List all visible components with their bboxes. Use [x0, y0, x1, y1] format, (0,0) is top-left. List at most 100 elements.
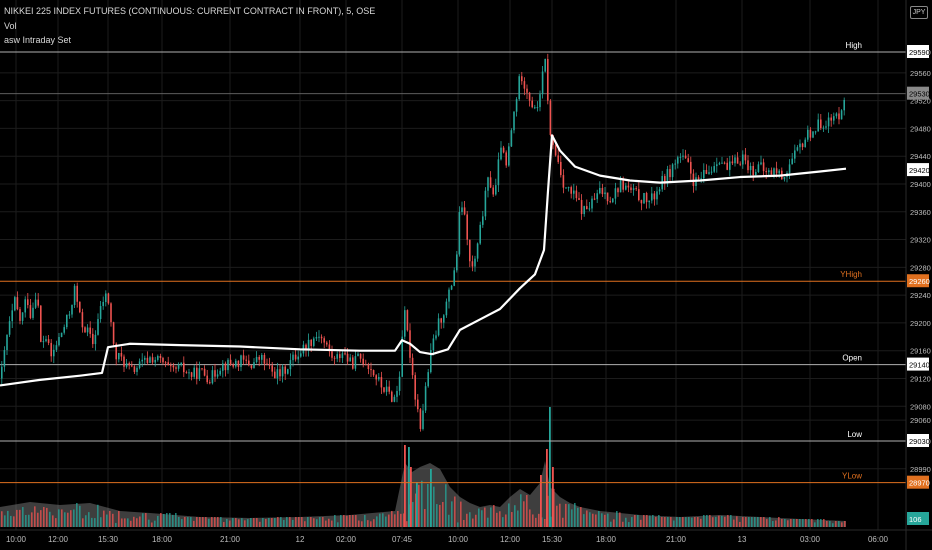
volume-bar: [94, 518, 96, 527]
volume-bar: [433, 486, 435, 527]
candle: [281, 366, 284, 377]
volume-bar: [733, 519, 735, 527]
candle: [476, 243, 479, 259]
candle: [747, 160, 749, 171]
candle: [742, 154, 744, 165]
volume-bar: [607, 513, 609, 527]
price-label-text: 29140: [909, 361, 930, 370]
volume-bar: [559, 503, 561, 527]
volume-bar: [688, 517, 690, 527]
volume-bar: [586, 510, 588, 527]
volume-bar: [313, 518, 315, 527]
candle: [297, 356, 299, 360]
x-tick-label: 02:00: [336, 535, 357, 544]
volume-indicator-label[interactable]: Vol: [4, 21, 17, 31]
candle: [690, 161, 692, 174]
candle: [788, 164, 791, 173]
volume-bar: [721, 515, 723, 527]
candle: [640, 200, 643, 204]
volume-bar: [670, 517, 672, 527]
volume-bar: [751, 517, 753, 527]
candle: [635, 188, 637, 190]
candle: [768, 170, 770, 173]
volume-bar: [667, 517, 669, 527]
candle: [567, 187, 570, 189]
candle: [796, 147, 799, 151]
volume-bar: [625, 517, 627, 527]
volume-bar: [549, 407, 551, 527]
currency-badge[interactable]: JPY: [910, 6, 928, 19]
volume-bar: [460, 501, 462, 527]
volume-bar: [835, 521, 837, 527]
candle: [24, 299, 26, 313]
candle: [770, 170, 773, 175]
candle: [58, 337, 60, 346]
candle: [723, 162, 726, 164]
volume-bar: [817, 519, 819, 527]
candle: [162, 357, 164, 363]
candle: [565, 187, 567, 189]
volume-bar: [196, 517, 198, 527]
x-tick-label: 21:00: [666, 535, 687, 544]
volume-bar: [442, 501, 444, 527]
volume-bar: [325, 520, 327, 527]
volume-bar: [832, 523, 834, 527]
volume-bar: [562, 517, 564, 527]
candle: [502, 147, 505, 153]
volume-bar: [304, 521, 306, 527]
volume-bar: [661, 517, 663, 527]
symbol-title: NIKKEI 225 INDEX FUTURES (CONTINUOUS: CU…: [4, 6, 376, 16]
volume-bar: [505, 514, 507, 527]
volume-bar: [511, 512, 513, 527]
candle: [344, 353, 346, 355]
volume-bar: [151, 522, 153, 527]
level-label-ylow: YLow: [842, 472, 862, 481]
candle: [362, 358, 364, 365]
candle: [729, 161, 731, 170]
volume-bar: [610, 521, 612, 527]
candle: [211, 370, 214, 384]
volume-bar: [250, 518, 252, 527]
volume-bar: [55, 518, 57, 527]
intraday-set-indicator-label[interactable]: asw Intraday Set: [4, 35, 72, 45]
candle: [115, 343, 117, 360]
volume-bar: [655, 516, 657, 527]
volume-bar: [283, 520, 285, 527]
volume-bar: [421, 480, 423, 527]
candle: [154, 359, 156, 363]
candle: [190, 372, 193, 377]
volume-bar: [343, 515, 345, 527]
candle: [383, 387, 385, 392]
candle: [167, 362, 169, 366]
candle: [461, 207, 463, 212]
candle: [606, 192, 609, 202]
volume-bar: [724, 516, 726, 527]
price-label-box: [907, 434, 929, 447]
candle: [271, 365, 273, 372]
volume-bar: [793, 519, 795, 527]
volume-bar: [103, 510, 105, 527]
candle: [120, 352, 123, 357]
candle: [752, 165, 754, 176]
candle: [484, 190, 487, 217]
candle: [440, 318, 442, 323]
candle: [427, 372, 429, 387]
volume-bar: [109, 511, 111, 527]
candle: [773, 168, 775, 175]
candle: [523, 81, 526, 89]
candle: [378, 377, 380, 380]
y-tick-label: 29480: [910, 124, 931, 133]
volume-bar: [61, 509, 63, 527]
volume-bar: [253, 518, 255, 527]
volume-bar: [175, 513, 177, 527]
volume-bar: [730, 515, 732, 527]
candle: [487, 177, 489, 191]
volume-bar: [397, 511, 399, 527]
volume-bar: [271, 518, 273, 527]
volume-bar: [496, 512, 498, 527]
candle: [84, 327, 86, 333]
candle: [237, 360, 240, 367]
candle: [141, 359, 143, 362]
volume-bar: [328, 518, 330, 527]
